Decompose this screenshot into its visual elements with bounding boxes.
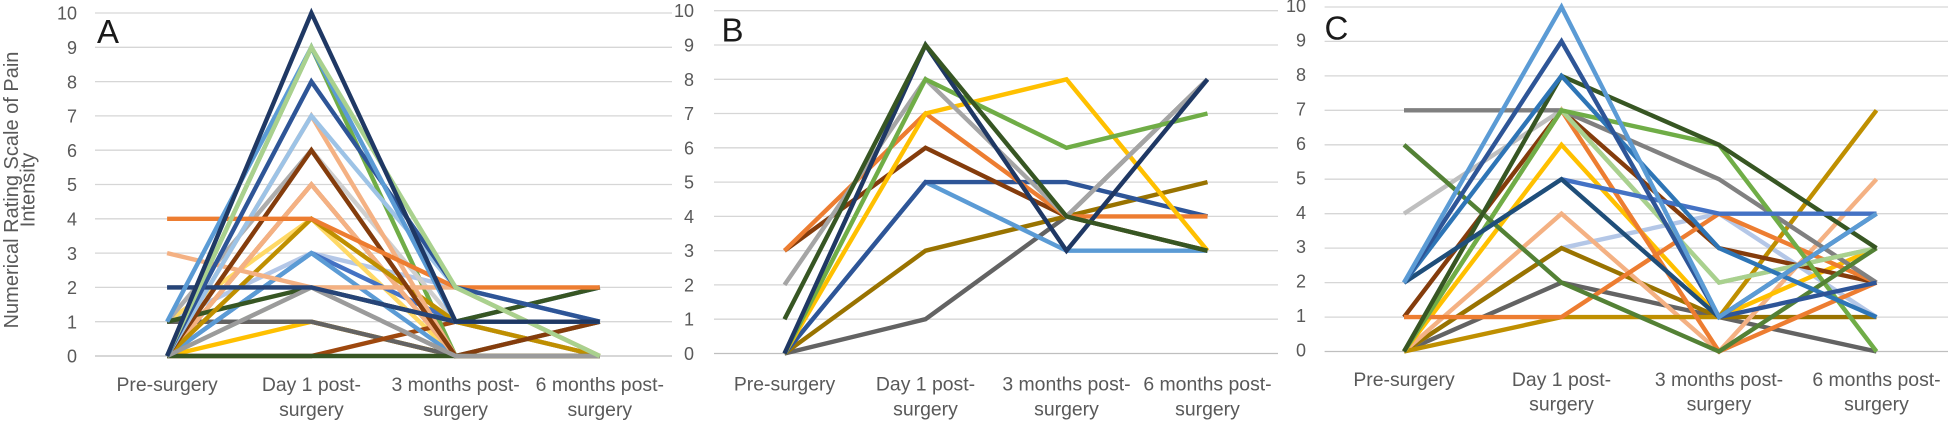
svg-text:Pre-surgery: Pre-surgery [1353,369,1455,391]
svg-text:1: 1 [684,310,694,330]
svg-text:6 months post-: 6 months post- [1143,374,1271,396]
svg-text:surgery: surgery [1034,399,1099,421]
svg-text:3: 3 [67,244,77,264]
svg-text:9: 9 [67,38,77,58]
svg-text:5: 5 [684,173,694,193]
svg-text:6: 6 [684,138,694,158]
svg-text:7: 7 [67,107,77,127]
svg-text:2: 2 [1296,272,1306,292]
svg-text:5: 5 [67,175,77,195]
svg-text:0: 0 [1296,341,1306,361]
svg-text:Day 1 post-: Day 1 post- [262,374,361,396]
svg-text:1: 1 [67,312,77,332]
svg-text:Numerical Rating Scale of Pain: Numerical Rating Scale of Pain [1,52,23,329]
svg-text:0: 0 [67,347,77,367]
svg-text:1: 1 [1296,306,1306,326]
svg-text:surgery: surgery [1844,394,1909,416]
svg-text:surgery: surgery [1529,394,1594,416]
svg-text:surgery: surgery [567,399,632,421]
svg-text:10: 10 [674,1,694,21]
svg-text:Pre-surgery: Pre-surgery [734,374,836,396]
svg-text:10: 10 [57,4,77,24]
svg-text:7: 7 [1296,99,1306,119]
svg-text:8: 8 [1296,65,1306,85]
svg-text:surgery: surgery [1175,399,1240,421]
svg-text:Day 1 post-: Day 1 post- [876,374,975,396]
svg-text:6: 6 [1296,134,1306,154]
svg-text:C: C [1325,10,1349,47]
svg-text:8: 8 [67,72,77,92]
svg-text:6: 6 [67,141,77,161]
svg-text:2: 2 [67,278,77,298]
svg-text:6 months post-: 6 months post- [1812,369,1940,391]
svg-text:0: 0 [684,344,694,364]
svg-text:3 months post-: 3 months post- [1655,369,1783,391]
svg-text:6 months post-: 6 months post- [536,374,664,396]
svg-text:B: B [722,12,744,49]
svg-text:4: 4 [684,207,694,227]
svg-text:3 months post-: 3 months post- [391,374,519,396]
svg-text:3: 3 [684,241,694,261]
svg-text:4: 4 [67,210,77,230]
svg-text:7: 7 [684,104,694,124]
svg-text:9: 9 [684,36,694,56]
svg-text:surgery: surgery [893,399,958,421]
svg-text:5: 5 [1296,168,1306,188]
svg-text:3 months post-: 3 months post- [1002,374,1130,396]
svg-text:Day 1 post-: Day 1 post- [1512,369,1611,391]
svg-text:9: 9 [1296,31,1306,51]
svg-text:4: 4 [1296,203,1306,223]
svg-text:2: 2 [684,275,694,295]
svg-text:surgery: surgery [423,399,488,421]
svg-text:Pre-surgery: Pre-surgery [116,374,218,396]
svg-text:8: 8 [684,70,694,90]
svg-text:Intensity: Intensity [17,153,39,227]
svg-text:10: 10 [1286,0,1306,16]
svg-text:surgery: surgery [279,399,344,421]
svg-text:A: A [97,13,119,50]
svg-text:surgery: surgery [1687,394,1752,416]
svg-text:3: 3 [1296,237,1306,257]
